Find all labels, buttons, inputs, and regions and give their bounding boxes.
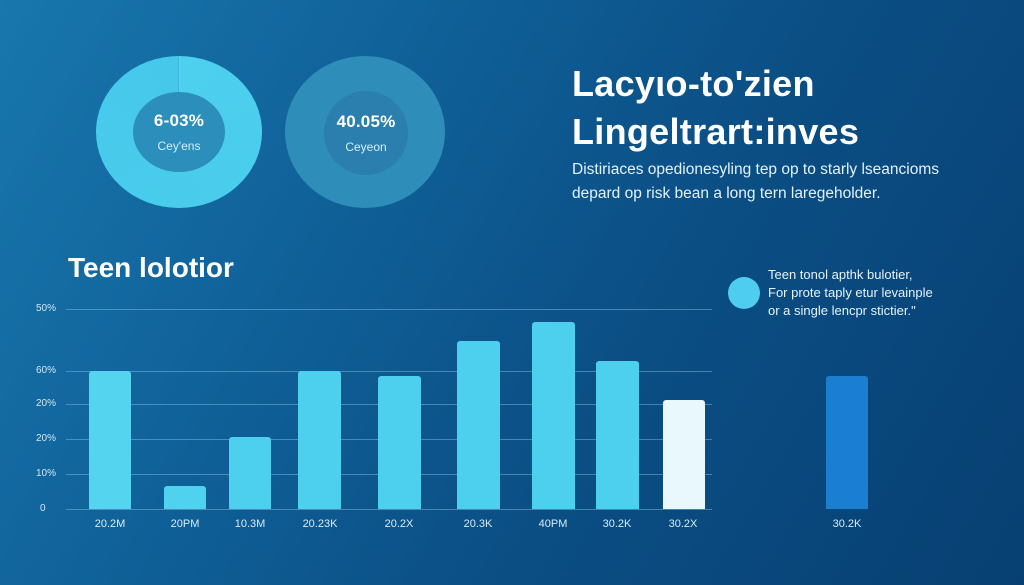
- x-tick-label: 40PM: [538, 518, 568, 530]
- bar: [229, 437, 271, 509]
- bar-standalone: [826, 376, 868, 509]
- y-tick-label: 60%: [36, 365, 57, 376]
- legend-line-3: or a single lencpr stictier.": [768, 303, 916, 318]
- subtext: Distiriaces opedionesyling tep op to sta…: [572, 158, 992, 206]
- y-tick-label: 50%: [36, 303, 57, 314]
- headline-line-2: Lingeltrart:inves: [572, 111, 860, 152]
- y-tick-label: 20%: [36, 433, 57, 444]
- gridline: [66, 309, 712, 310]
- donut-label: Cey'ens: [157, 139, 201, 153]
- bar: [298, 371, 341, 509]
- bar: [164, 486, 206, 509]
- bar: [532, 322, 575, 509]
- x-tick-label: 20.2M: [94, 518, 126, 530]
- donut-label: Ceyeon: [345, 140, 387, 154]
- donut-chart-1: 6-03% Cey'ens: [96, 56, 262, 208]
- x-tick-label: 20.23K: [302, 518, 338, 530]
- y-tick-label: 10%: [36, 468, 57, 479]
- x-tick-label: 20.3K: [463, 518, 493, 530]
- bar: [457, 341, 500, 509]
- x-tick-label: 30.2K: [602, 518, 632, 530]
- donut-value: 40.05%: [336, 112, 396, 131]
- x-tick-label: 20PM: [170, 518, 200, 530]
- subtext-line-2: depard op risk bean a long tern laregeho…: [572, 185, 881, 202]
- subtext-line-1: Distiriaces opedionesyling tep op to sta…: [572, 161, 940, 178]
- y-tick-label: 0: [40, 503, 46, 514]
- x-tick-label: 10.3M: [234, 518, 266, 530]
- donut-divider: [178, 56, 179, 96]
- donut-chart-2: 40.05% Ceyeon: [285, 56, 445, 208]
- x-tick-label: 30.2X: [668, 518, 698, 530]
- legend-line-1: Teen tonol apthk bulotier,: [768, 267, 913, 282]
- y-tick-label: 20%: [36, 398, 57, 409]
- baseline: [66, 509, 712, 510]
- gridline: [66, 371, 712, 372]
- bar: [596, 361, 639, 509]
- headline: Lacyιo-to'zien Lingeltrart:inves: [572, 60, 859, 156]
- bar-highlight: [663, 400, 705, 509]
- legend-line-2: For prote taply etur levainple: [768, 285, 933, 300]
- legend-dot-icon: [728, 277, 760, 309]
- donut-center: 6-03% Cey'ens: [133, 92, 225, 172]
- donut-center: 40.05% Ceyeon: [324, 91, 408, 175]
- legend-text: Teen tonol apthk bulotier, For prote tap…: [768, 266, 933, 320]
- x-tick-label: 30.2K: [832, 518, 862, 530]
- bar: [378, 376, 421, 509]
- donut-value: 6-03%: [153, 111, 205, 130]
- bar: [89, 371, 131, 509]
- x-tick-label: 20.2X: [384, 518, 414, 530]
- headline-line-1: Lacyιo-to'zien: [572, 63, 815, 104]
- chart-title: Teen lolotior: [68, 252, 234, 283]
